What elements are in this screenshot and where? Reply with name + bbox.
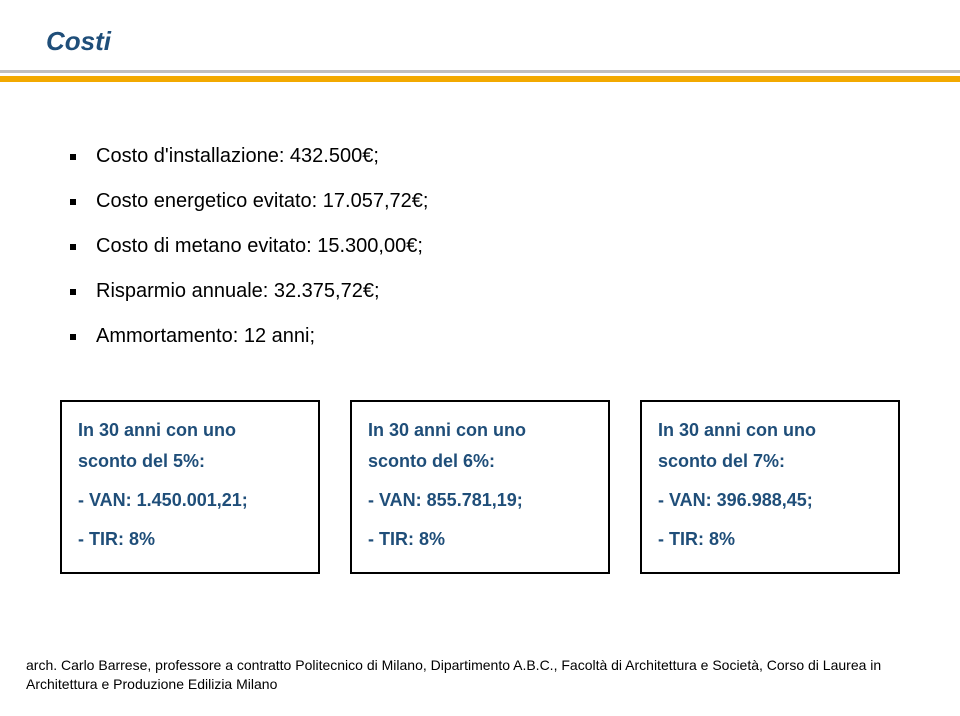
box-heading-line2: sconto del 5%: [78, 451, 302, 472]
bullet-text: Ammortamento: 12 anni; [96, 325, 315, 348]
bullet-icon [70, 244, 76, 250]
bullet-list: Costo d'installazione: 432.500€; Costo e… [70, 145, 890, 370]
bullet-icon [70, 334, 76, 340]
box-van-value: - VAN: 1.450.001,21; [78, 490, 302, 511]
scenario-box-7pct: In 30 anni con uno sconto del 7%: - VAN:… [640, 400, 900, 574]
box-heading-line1: In 30 anni con uno [368, 420, 592, 441]
bullet-text: Costo di metano evitato: 15.300,00€; [96, 235, 423, 258]
bullet-item: Risparmio annuale: 32.375,72€; [70, 280, 890, 303]
box-heading-line2: sconto del 6%: [368, 451, 592, 472]
box-tir-value: - TIR: 8% [368, 529, 592, 550]
bullet-item: Costo energetico evitato: 17.057,72€; [70, 190, 890, 213]
box-van-value: - VAN: 396.988,45; [658, 490, 882, 511]
slide-page: Costi Costo d'installazione: 432.500€; C… [0, 0, 960, 716]
bullet-icon [70, 199, 76, 205]
bullet-icon [70, 154, 76, 160]
slide-title: Costi [46, 26, 111, 57]
divider-orange [0, 76, 960, 82]
bullet-item: Costo di metano evitato: 15.300,00€; [70, 235, 890, 258]
box-van-value: - VAN: 855.781,19; [368, 490, 592, 511]
box-tir-value: - TIR: 8% [78, 529, 302, 550]
divider-grey [0, 70, 960, 73]
box-tir-value: - TIR: 8% [658, 529, 882, 550]
box-heading-line2: sconto del 7%: [658, 451, 882, 472]
scenario-box-6pct: In 30 anni con uno sconto del 6%: - VAN:… [350, 400, 610, 574]
bullet-text: Costo d'installazione: 432.500€; [96, 145, 379, 168]
box-heading-line1: In 30 anni con uno [658, 420, 882, 441]
scenario-box-5pct: In 30 anni con uno sconto del 5%: - VAN:… [60, 400, 320, 574]
scenario-boxes: In 30 anni con uno sconto del 5%: - VAN:… [60, 400, 900, 574]
bullet-icon [70, 289, 76, 295]
bullet-text: Risparmio annuale: 32.375,72€; [96, 280, 380, 303]
box-heading-line1: In 30 anni con uno [78, 420, 302, 441]
bullet-text: Costo energetico evitato: 17.057,72€; [96, 190, 428, 213]
footer-credit: arch. Carlo Barrese, professore a contra… [26, 656, 934, 694]
bullet-item: Ammortamento: 12 anni; [70, 325, 890, 348]
bullet-item: Costo d'installazione: 432.500€; [70, 145, 890, 168]
